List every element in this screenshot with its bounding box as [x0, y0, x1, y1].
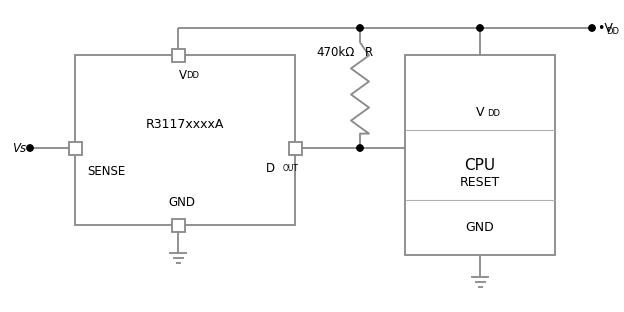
Bar [69, 142, 82, 154]
Bar [75, 55, 295, 225]
Circle shape [357, 25, 363, 31]
Text: V: V [475, 105, 484, 119]
Circle shape [27, 145, 33, 151]
Text: R: R [365, 46, 373, 59]
Text: Vs: Vs [12, 143, 26, 155]
Text: SENSE: SENSE [87, 165, 125, 178]
Circle shape [589, 25, 595, 31]
Text: DD: DD [606, 27, 619, 36]
Bar [288, 142, 301, 154]
Text: R3117xxxxA: R3117xxxxA [146, 119, 224, 131]
Text: GND: GND [466, 221, 494, 234]
Text: DD: DD [487, 110, 500, 119]
Text: 470kΩ: 470kΩ [316, 46, 355, 59]
Text: OUT: OUT [283, 164, 299, 173]
Text: •V: •V [597, 22, 613, 36]
Text: GND: GND [168, 196, 195, 209]
Bar [172, 48, 185, 61]
Bar [172, 218, 185, 232]
Text: CPU: CPU [464, 158, 495, 173]
Circle shape [357, 145, 363, 151]
Text: RESET: RESET [460, 175, 500, 188]
Text: D: D [266, 162, 275, 175]
Text: V: V [179, 69, 187, 82]
Text: DD: DD [186, 71, 199, 80]
Bar [405, 55, 555, 255]
Circle shape [477, 25, 483, 31]
